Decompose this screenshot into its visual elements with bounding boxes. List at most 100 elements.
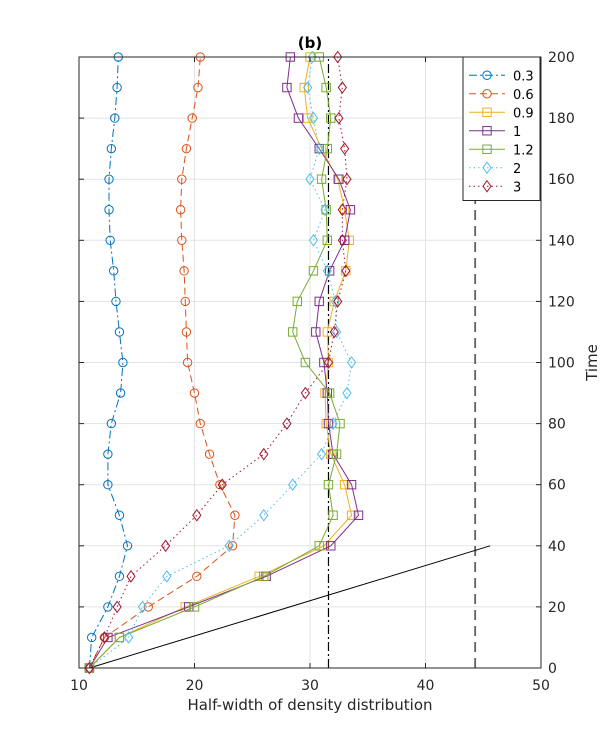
data-point <box>175 205 186 215</box>
data-point <box>328 510 338 520</box>
legend-label: 1 <box>513 125 521 140</box>
data-point <box>189 388 200 398</box>
data-point <box>204 449 215 459</box>
y-tick-label: 40 <box>548 539 566 555</box>
data-point <box>322 235 333 246</box>
data-point <box>339 480 350 490</box>
data-point <box>179 266 189 276</box>
legend-marker <box>482 89 492 99</box>
series-7 <box>84 50 352 675</box>
y-tick-label: 60 <box>548 478 566 494</box>
data-point <box>333 50 343 64</box>
data-point <box>330 295 341 308</box>
data-point <box>108 266 119 276</box>
data-point <box>320 203 330 217</box>
legend-marker <box>482 126 492 136</box>
data-point <box>311 327 321 337</box>
legend-item: 2 <box>469 161 521 177</box>
data-point <box>87 632 97 643</box>
data-point <box>339 205 350 215</box>
x-tick-label: 30 <box>301 678 319 694</box>
legend-item: 1.2 <box>469 143 534 158</box>
data-point <box>323 418 334 429</box>
data-point <box>346 480 357 490</box>
data-point <box>180 296 190 307</box>
x-axis-label: Half-width of density distribution <box>187 696 432 714</box>
data-point <box>308 266 319 276</box>
legend-box <box>462 56 541 201</box>
legend-marker <box>482 70 492 80</box>
legend-items: 0.3 0.6 0.9 1 1.2 2 3 <box>469 69 534 195</box>
data-point <box>328 417 338 430</box>
data-point <box>307 50 317 64</box>
legend-label: 0.3 <box>513 69 534 84</box>
data-point <box>337 81 347 94</box>
series-line <box>88 56 129 669</box>
data-point <box>342 172 352 186</box>
data-point <box>104 174 114 184</box>
legend-marker <box>482 144 492 154</box>
data-point <box>293 113 304 123</box>
data-point <box>341 264 351 278</box>
data-point <box>181 327 192 337</box>
data-point <box>137 600 148 614</box>
data-point <box>104 205 114 215</box>
data-point <box>287 327 298 337</box>
data-point <box>118 357 128 368</box>
y-axis-label: Time <box>583 344 601 382</box>
data-point <box>259 571 269 582</box>
data-point <box>187 113 197 123</box>
legend-label: 2 <box>513 162 521 177</box>
data-point <box>353 510 364 520</box>
data-point <box>300 386 310 400</box>
data-point <box>192 571 202 582</box>
data-point <box>339 235 350 246</box>
data-point <box>282 82 292 93</box>
y-tick-label: 0 <box>548 661 557 677</box>
data-point <box>184 602 194 612</box>
y-tick-label: 180 <box>548 111 575 127</box>
data-point <box>302 113 313 123</box>
x-tick-label: 40 <box>417 678 435 694</box>
legend-label: 0.9 <box>513 106 534 121</box>
legend-label: 0.6 <box>513 88 534 103</box>
y-tick-label: 100 <box>548 356 575 372</box>
data-point <box>115 388 126 398</box>
data-point <box>103 602 113 612</box>
data-point <box>323 356 334 369</box>
data-point <box>106 418 117 429</box>
legend-marker <box>482 161 492 175</box>
data-point <box>122 541 133 551</box>
data-point <box>288 478 298 492</box>
data-point <box>177 235 187 246</box>
data-point <box>103 480 113 490</box>
chart-title: (b) <box>298 34 322 52</box>
data-point <box>227 541 238 551</box>
y-tick-label: 160 <box>548 172 575 188</box>
legend-marker <box>482 179 492 193</box>
y-tick-label: 200 <box>548 50 575 66</box>
y-tick-label: 120 <box>548 294 575 310</box>
data-point <box>195 418 205 429</box>
data-point <box>326 541 336 551</box>
series-line <box>89 56 353 669</box>
data-point <box>99 631 110 644</box>
data-point <box>193 82 203 93</box>
data-point <box>322 327 333 337</box>
legend-item: 3 <box>469 179 521 195</box>
data-point <box>177 174 187 184</box>
data-point <box>224 539 234 553</box>
data-point <box>308 233 319 247</box>
reference-line-diagonal <box>89 545 491 669</box>
data-point <box>114 632 125 643</box>
data-point <box>324 388 335 398</box>
data-point <box>337 233 347 247</box>
data-point <box>321 82 331 93</box>
data-point <box>126 569 136 583</box>
series-5 <box>84 52 345 673</box>
legend-item: 0.3 <box>469 69 534 84</box>
data-point <box>114 571 125 582</box>
data-point <box>314 296 324 307</box>
x-tick-label: 50 <box>532 678 550 694</box>
